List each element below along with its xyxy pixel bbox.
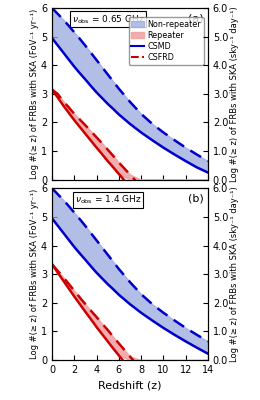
Y-axis label: Log #(≥ z) of FRBs with SKA (sky⁻¹ day⁻¹): Log #(≥ z) of FRBs with SKA (sky⁻¹ day⁻¹… bbox=[230, 186, 239, 362]
Y-axis label: Log #(≥ z) of FRBs with SKA (FoV⁻¹ yr⁻¹): Log #(≥ z) of FRBs with SKA (FoV⁻¹ yr⁻¹) bbox=[30, 9, 40, 179]
Text: $\nu_{\rm obs}$ = 1.4 GHz: $\nu_{\rm obs}$ = 1.4 GHz bbox=[75, 194, 142, 206]
Text: (b): (b) bbox=[187, 194, 203, 204]
Y-axis label: Log #(≥ z) of FRBs with SKA (FoV⁻¹ yr⁻¹): Log #(≥ z) of FRBs with SKA (FoV⁻¹ yr⁻¹) bbox=[30, 189, 40, 359]
X-axis label: Redshift (z): Redshift (z) bbox=[98, 380, 162, 390]
Y-axis label: Log #(≥ z) of FRBs with SKA (sky⁻¹ day⁻¹): Log #(≥ z) of FRBs with SKA (sky⁻¹ day⁻¹… bbox=[230, 6, 239, 182]
Text: (a): (a) bbox=[188, 13, 203, 23]
Text: $\nu_{\rm obs}$ = 0.65 GHz: $\nu_{\rm obs}$ = 0.65 GHz bbox=[72, 13, 145, 26]
Legend: Non-repeater, Repeater, CSMD, CSFRD: Non-repeater, Repeater, CSMD, CSFRD bbox=[129, 17, 204, 65]
